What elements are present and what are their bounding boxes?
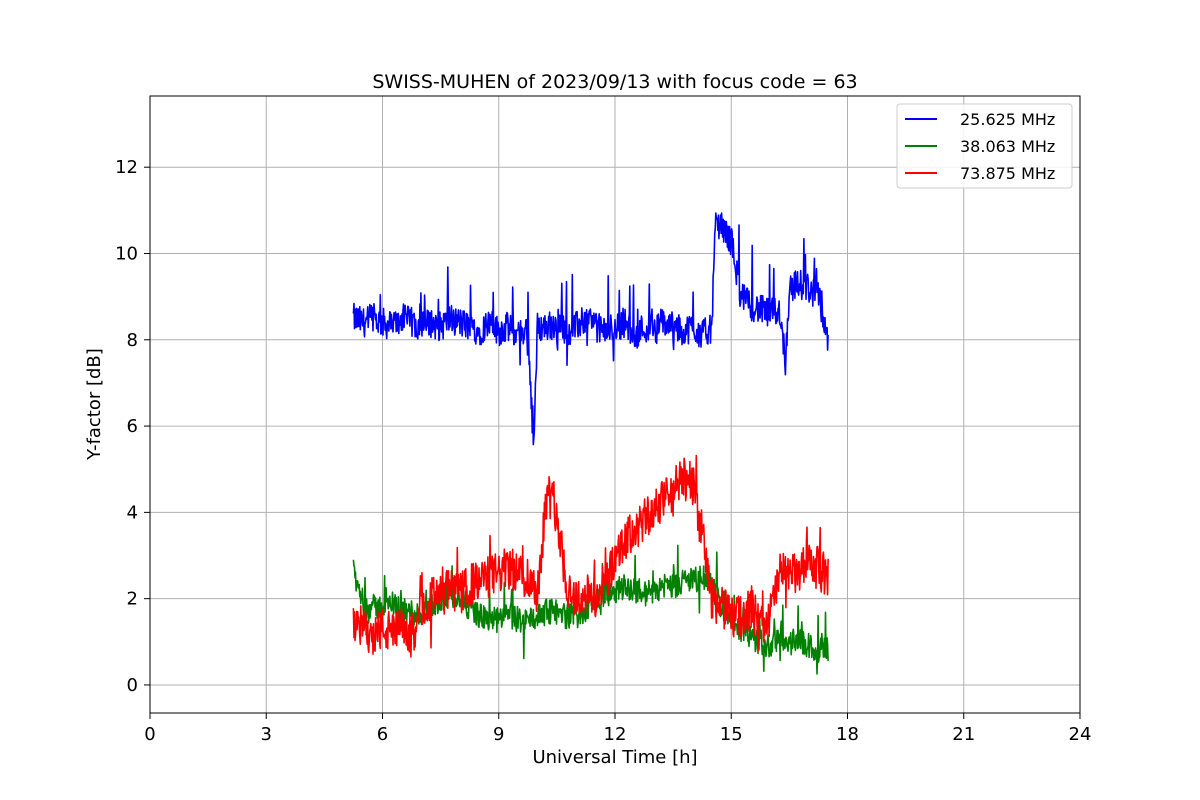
x-tick-label: 24 bbox=[1069, 724, 1092, 745]
legend-box bbox=[896, 103, 1073, 189]
x-axis-title: Universal Time [h] bbox=[532, 747, 697, 768]
series-group bbox=[352, 212, 829, 675]
x-tick-label: 0 bbox=[144, 724, 155, 745]
y-tick-label: 4 bbox=[127, 502, 138, 523]
x-tick-label: 18 bbox=[836, 724, 859, 745]
y-axis-title: Y-factor [dB] bbox=[84, 348, 105, 461]
series-line bbox=[352, 212, 829, 446]
y-tick-label: 8 bbox=[127, 330, 138, 351]
x-tick-label: 15 bbox=[720, 724, 743, 745]
legend: 25.625 MHz 38.063 MHz 73.875 MHz bbox=[896, 103, 1073, 189]
legend-label: 73.875 MHz bbox=[960, 164, 1055, 183]
y-tick-label: 12 bbox=[115, 157, 138, 178]
chart-title: SWISS-MUHEN of 2023/09/13 with focus cod… bbox=[372, 71, 857, 93]
x-tick-label: 6 bbox=[377, 724, 388, 745]
y-tick-label: 2 bbox=[127, 589, 138, 610]
x-tick-label: 3 bbox=[261, 724, 272, 745]
series-line bbox=[352, 454, 829, 658]
y-tick-label: 0 bbox=[127, 675, 138, 696]
x-tick-label: 21 bbox=[952, 724, 975, 745]
x-tick-label: 9 bbox=[493, 724, 504, 745]
legend-label: 25.625 MHz bbox=[960, 110, 1055, 129]
legend-label: 38.063 MHz bbox=[960, 137, 1055, 156]
y-tick-label: 10 bbox=[115, 243, 138, 264]
x-tick-label: 12 bbox=[604, 724, 627, 745]
y-tick-label: 6 bbox=[127, 416, 138, 437]
